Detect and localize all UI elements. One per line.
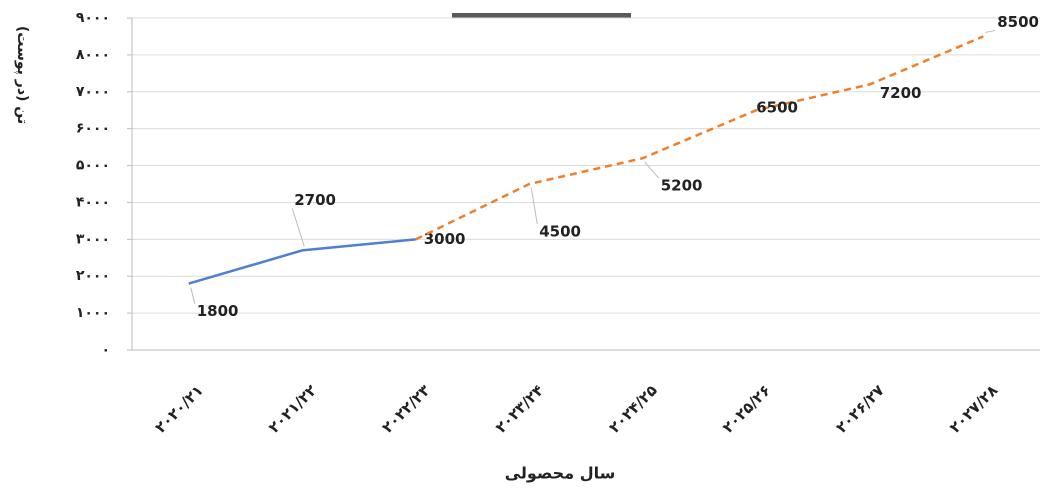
x-axis-title: سال محصولی [505, 464, 616, 483]
y-tick-label: ۰ [101, 342, 110, 358]
data-label: 6500 [756, 99, 798, 117]
leader-line [985, 29, 996, 33]
y-axis-title: تن (در پوست) [14, 26, 30, 124]
x-tick-label: ۲۰۲۵/۲۶ [719, 381, 774, 436]
leader-line [644, 161, 660, 179]
data-label: 7200 [880, 84, 922, 102]
leader-line [190, 287, 196, 304]
x-tick-label: ۲۰۲۰/۲۱ [151, 381, 206, 436]
leader-line [291, 208, 305, 247]
data-label: 2700 [294, 191, 336, 209]
y-tick-label: ۴۰۰۰ [76, 194, 110, 210]
data-label: 8500 [997, 13, 1039, 31]
x-tick-label: ۲۰۲۶/۲۷ [832, 381, 887, 436]
x-tick-label: ۲۰۲۱/۲۲ [265, 381, 320, 436]
x-tick-label: ۲۰۲۴/۲۵ [605, 381, 660, 436]
series-line [188, 238, 416, 285]
x-tick-label: ۲۰۲۳/۲۴ [492, 381, 547, 436]
data-label: 4500 [539, 223, 581, 241]
y-tick-label: ۵۰۰۰ [76, 158, 110, 174]
y-tick-label: ۶۰۰۰ [76, 121, 110, 137]
y-tick-label: ۹۰۰۰ [76, 10, 110, 26]
y-tick-label: ۷۰۰۰ [76, 84, 110, 100]
x-tick-label: ۲۰۲۷/۲۸ [946, 381, 1001, 436]
top-bar [452, 13, 631, 18]
y-tick-label: ۸۰۰۰ [76, 47, 110, 63]
y-tick-label: ۳۰۰۰ [76, 231, 110, 247]
data-label: 1800 [197, 302, 239, 320]
y-tick-label: ۱۰۰۰ [76, 305, 110, 321]
data-label: 5200 [661, 177, 703, 195]
leader-line [530, 187, 538, 225]
x-tick-label: ۲۰۲۲/۲۳ [378, 381, 433, 436]
y-tick-label: ۲۰۰۰ [76, 268, 110, 284]
data-label: 3000 [424, 230, 466, 248]
series-line [415, 35, 984, 241]
